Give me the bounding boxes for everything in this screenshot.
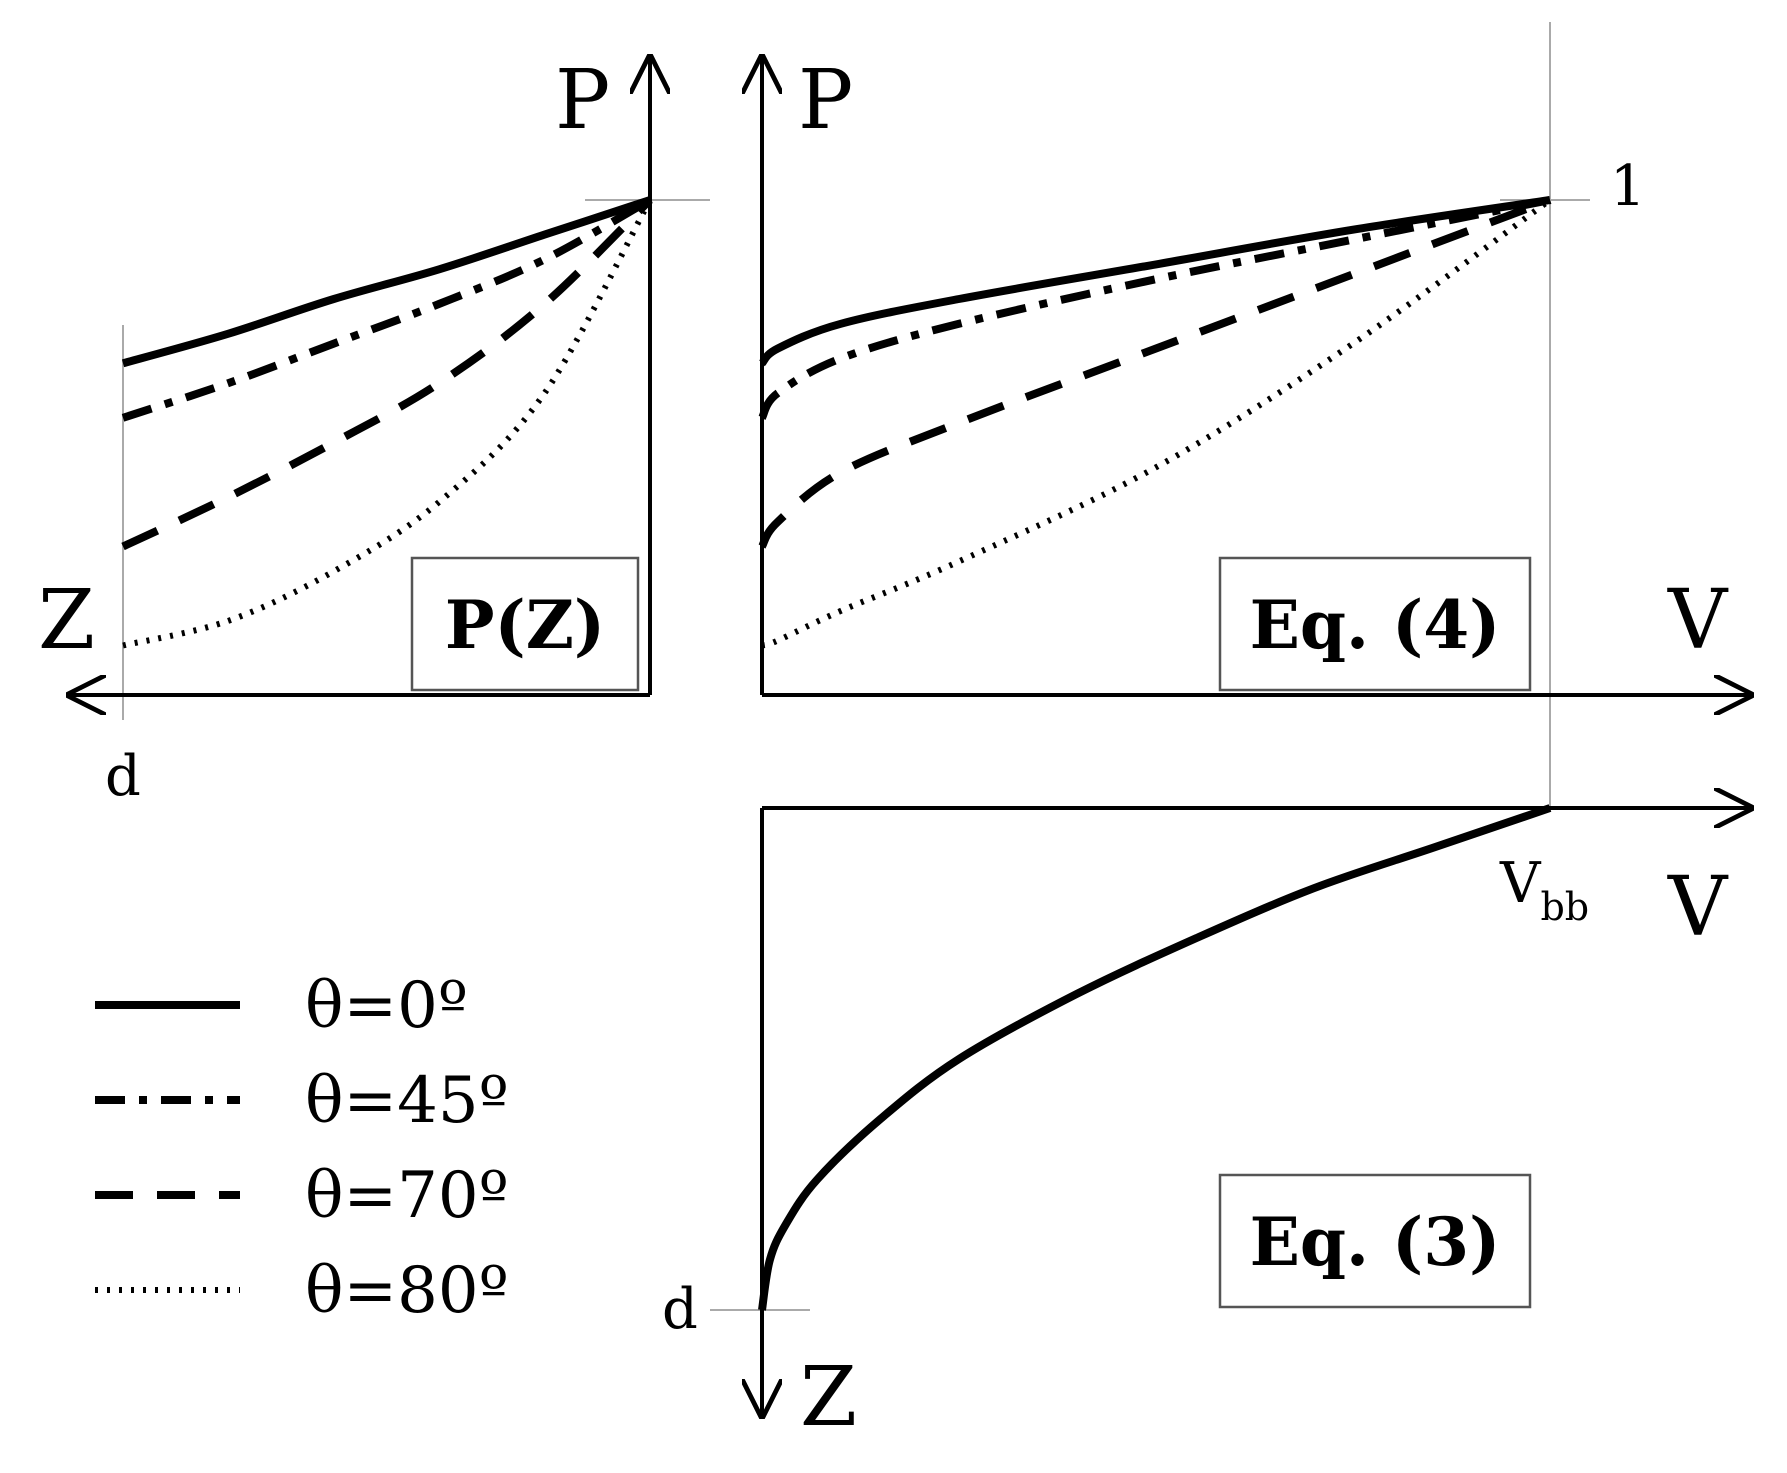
eq4-tick-1: 1 [1610,154,1646,219]
eq4-series-0 [758,196,1551,367]
legend: θ=0º θ=45º θ=70º θ=80º [95,969,509,1328]
legend-label: θ=0º [305,969,468,1043]
panel-eq4: P V 1 Eq. (4) [762,22,1750,810]
eq3-curves [758,804,1552,1311]
eq3-label-box [1218,1173,1532,1309]
panel-eq3: V Z Vbb d Eq. (3) [662,808,1750,1445]
eq3-box-label: Eq. (3) [1250,1203,1501,1281]
pz-box-label: P(Z) [445,586,605,664]
eq4-series-80 [761,197,1552,649]
panel-pz: P Z d P(Z) [38,53,710,809]
eq3-tick-vbb-main: V [1499,851,1542,916]
pz-xlabel: Z [38,573,95,668]
pz-series-0 [121,196,652,368]
eq4-box-label: Eq. (4) [1250,586,1501,664]
eq4-xlabel: V [1667,573,1729,668]
pz-series-70 [121,197,653,551]
eq4-series-45 [758,196,1551,420]
legend-label: θ=80º [305,1254,509,1328]
eq4-curves [758,196,1552,649]
pz-series-45 [121,196,652,422]
eq3-tick-vbb-sub: bb [1540,885,1589,929]
eq4-label-box [1218,556,1532,692]
eq3-tick-vbb: Vbb [1499,851,1589,929]
eq4-series-70 [758,196,1552,549]
eq4-ylabel: P [798,53,853,148]
eq3-tick-d: d [662,1277,698,1342]
legend-label: θ=45º [305,1064,509,1138]
pz-curves [121,196,653,649]
eq3-ylabel: Z [800,1350,857,1445]
legend-label: θ=70º [305,1159,509,1233]
pz-label-box [410,556,640,692]
pz-ylabel: P [555,53,610,148]
eq3-series-curve-0 [758,804,1552,1311]
eq3-xlabel: V [1667,860,1729,955]
pz-tick-d: d [105,744,141,809]
pz-series-80 [122,198,653,649]
